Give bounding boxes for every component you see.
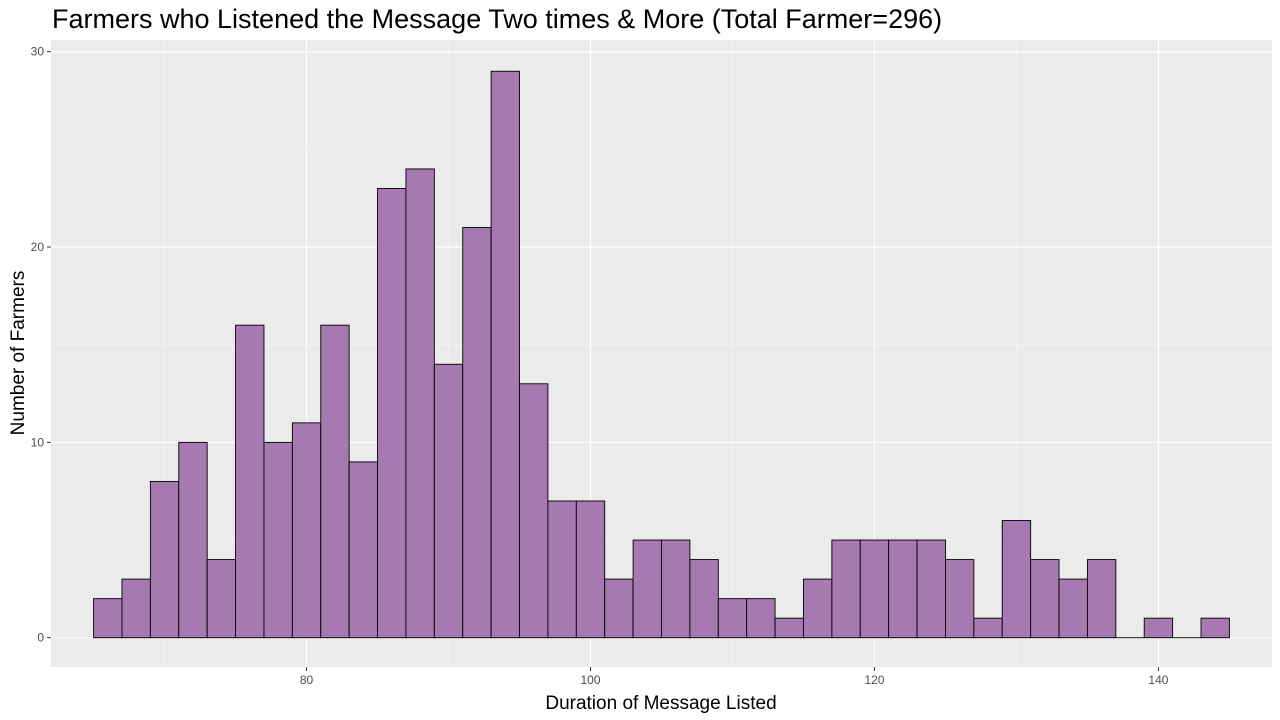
histogram-bar [433,363,464,639]
histogram-bar [1030,559,1060,639]
histogram-bar [1058,578,1088,639]
histogram-bar [462,227,492,639]
histogram-bar [604,578,634,639]
y-tick-label: 10 [31,435,45,449]
histogram-bar [519,383,549,639]
histogram-bar [888,539,918,639]
histogram-bar [1143,617,1174,639]
histogram-bar [831,539,861,639]
histogram-bar [774,617,804,639]
x-axis-title: Duration of Message Listed [545,693,776,714]
histogram-bar [803,578,833,639]
x-axis-ticks: 80 100 120 140 [300,667,1169,687]
histogram-bar [291,422,322,639]
histogram-bar [149,480,180,639]
histogram-bars [93,70,1230,639]
x-tick-label: 80 [300,673,314,687]
histogram-bar [263,441,293,639]
x-tick-label: 120 [864,673,884,687]
x-tick-label: 100 [580,673,600,687]
histogram-bar [490,70,520,639]
histogram-bar [973,617,1003,639]
histogram-bar [661,539,691,639]
histogram-bar [717,598,748,639]
chart-title: Farmers who Listened the Message Two tim… [52,4,943,34]
y-axis-ticks: 0 10 20 30 [31,45,51,645]
y-tick-label: 0 [37,631,44,645]
histogram-bar [689,559,719,639]
histogram-bar [206,559,237,639]
histogram-bar [547,500,577,639]
histogram-bar [575,500,606,639]
histogram-bar [1200,617,1230,639]
x-tick-label: 140 [1148,673,1168,687]
histogram-bar [377,187,407,639]
histogram-bar [1001,520,1032,639]
histogram-bar [916,539,946,639]
histogram-bar [746,598,776,639]
histogram-bar [320,324,350,639]
histogram-bar [859,539,890,639]
histogram-bar [945,559,975,639]
histogram-bar [348,461,378,639]
histogram-bar [632,539,662,639]
y-tick-label: 20 [31,240,45,254]
y-tick-label: 30 [31,45,45,59]
histogram-bar [93,598,123,639]
y-axis-title: Number of Farmers [8,271,29,436]
histogram-bar [405,168,435,639]
histogram-bar [178,441,208,639]
histogram-bar [1086,559,1117,639]
histogram-bar [121,578,151,639]
histogram-bar [235,324,265,639]
